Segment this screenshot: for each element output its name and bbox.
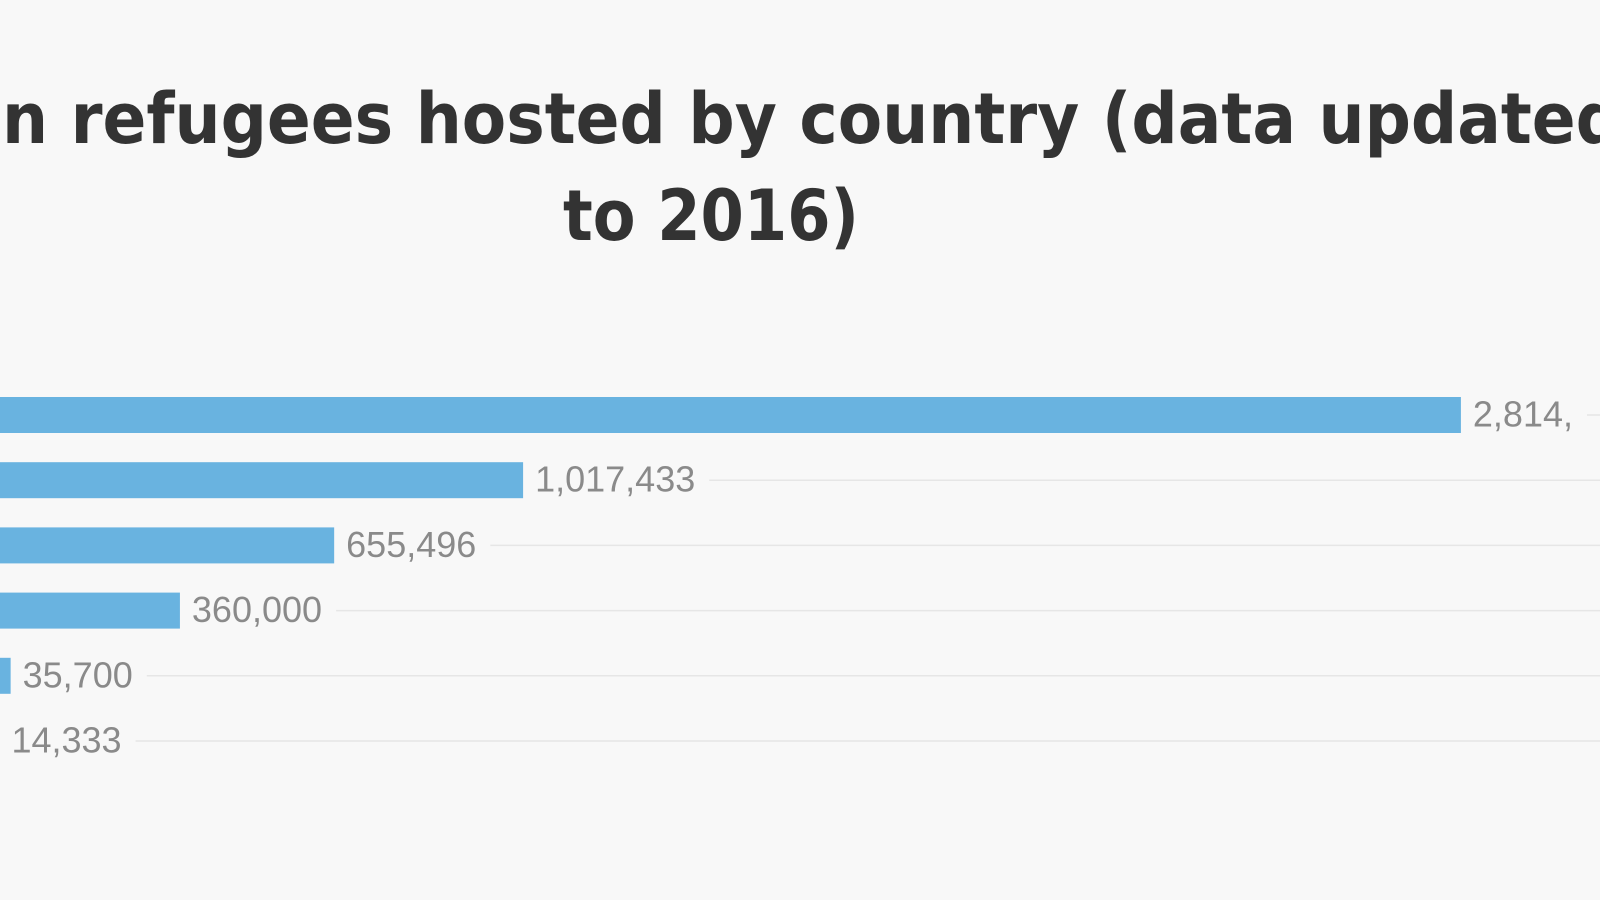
value-label: 2,814, bbox=[1473, 394, 1573, 435]
value-label: 14,333 bbox=[11, 720, 121, 761]
bar bbox=[0, 592, 180, 629]
chart-title: n refugees hosted by country (data updat… bbox=[2, 78, 1600, 160]
chart-title: to 2016) bbox=[563, 175, 859, 257]
value-label: 655,496 bbox=[346, 524, 476, 565]
bar bbox=[0, 397, 1461, 433]
value-label: 35,700 bbox=[23, 654, 133, 695]
bar bbox=[0, 527, 335, 564]
value-label: 360,000 bbox=[192, 589, 322, 630]
value-label: 1,017,433 bbox=[535, 459, 695, 500]
bar bbox=[0, 462, 524, 499]
bar bbox=[0, 657, 11, 694]
